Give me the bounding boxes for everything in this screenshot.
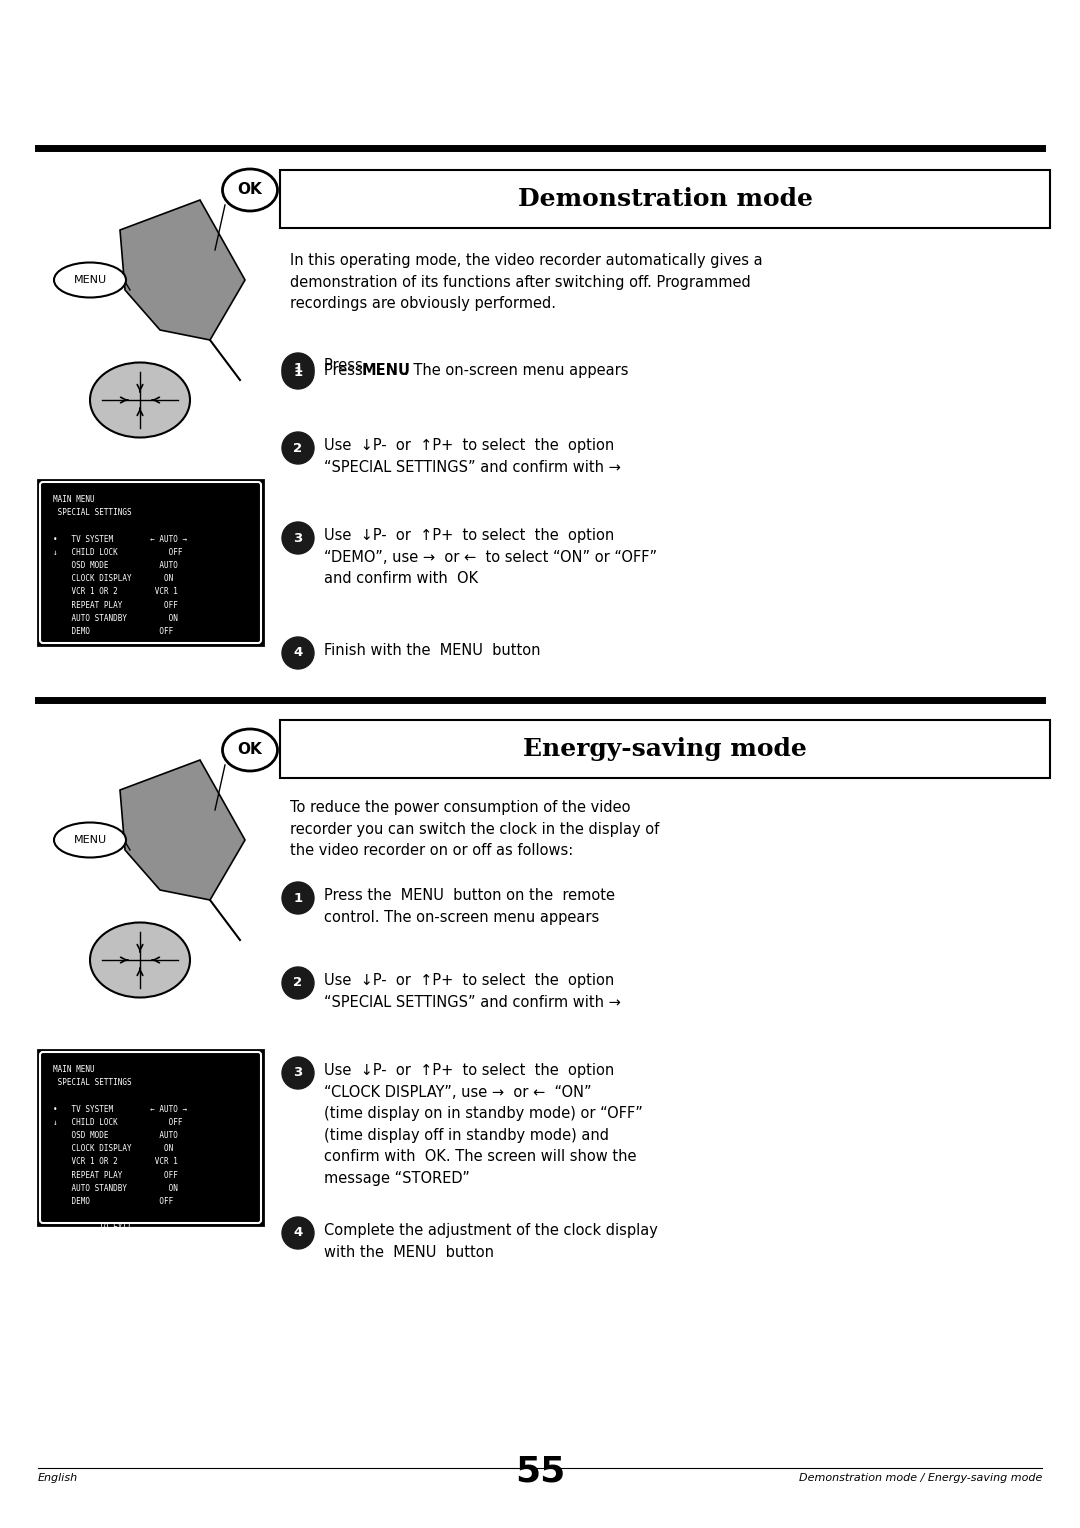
Circle shape bbox=[282, 967, 314, 999]
Circle shape bbox=[282, 353, 314, 385]
Text: Press: Press bbox=[324, 358, 367, 373]
Ellipse shape bbox=[222, 729, 278, 772]
Text: 3: 3 bbox=[294, 1067, 302, 1079]
Polygon shape bbox=[120, 200, 245, 341]
Text: 2: 2 bbox=[294, 976, 302, 990]
Text: Finish with the  MENU  button: Finish with the MENU button bbox=[324, 643, 540, 659]
Text: 4: 4 bbox=[294, 646, 302, 660]
Text: MAIN MENU
 SPECIAL SETTINGS

•   TV SYSTEM        ← AUTO →
↓   CHILD LOCK       : MAIN MENU SPECIAL SETTINGS • TV SYSTEM ←… bbox=[53, 1065, 187, 1245]
Text: Use  ↓P-  or  ↑P+  to select  the  option
“SPECIAL SETTINGS” and confirm with →: Use ↓P- or ↑P+ to select the option “SPE… bbox=[324, 973, 621, 1010]
Text: MENU: MENU bbox=[73, 275, 107, 286]
Text: MENU: MENU bbox=[73, 834, 107, 845]
Text: English: English bbox=[38, 1473, 78, 1484]
Text: OK: OK bbox=[238, 743, 262, 758]
Text: 55: 55 bbox=[515, 1455, 565, 1488]
Text: OK: OK bbox=[238, 182, 262, 197]
Text: Demonstration mode: Demonstration mode bbox=[517, 186, 812, 211]
Ellipse shape bbox=[54, 822, 126, 857]
Text: Press: Press bbox=[324, 364, 367, 377]
Ellipse shape bbox=[222, 170, 278, 211]
Bar bbox=[38, 480, 264, 645]
Ellipse shape bbox=[90, 923, 190, 998]
Ellipse shape bbox=[90, 362, 190, 437]
Text: MAIN MENU
 SPECIAL SETTINGS

•   TV SYSTEM        ← AUTO →
↓   CHILD LOCK       : MAIN MENU SPECIAL SETTINGS • TV SYSTEM ←… bbox=[53, 495, 187, 675]
Circle shape bbox=[282, 523, 314, 555]
Text: In this operating mode, the video recorder automatically gives a
demonstration o: In this operating mode, the video record… bbox=[291, 254, 762, 312]
Circle shape bbox=[282, 882, 314, 914]
Text: To reduce the power consumption of the video
recorder you can switch the clock i: To reduce the power consumption of the v… bbox=[291, 801, 659, 859]
FancyBboxPatch shape bbox=[40, 481, 261, 643]
Circle shape bbox=[282, 432, 314, 465]
Circle shape bbox=[282, 1057, 314, 1089]
Text: Press the  MENU  button on the  remote
control. The on-screen menu appears: Press the MENU button on the remote cont… bbox=[324, 888, 615, 924]
Polygon shape bbox=[120, 759, 245, 900]
Text: MENU: MENU bbox=[362, 364, 411, 377]
Text: Use  ↓P-  or  ↑P+  to select  the  option
“DEMO”, use →  or ←  to select “ON” or: Use ↓P- or ↑P+ to select the option “DEM… bbox=[324, 529, 657, 587]
Text: 1: 1 bbox=[294, 367, 302, 379]
Circle shape bbox=[282, 358, 314, 390]
Circle shape bbox=[282, 1216, 314, 1248]
Text: 1: 1 bbox=[294, 362, 302, 376]
Text: Demonstration mode / Energy-saving mode: Demonstration mode / Energy-saving mode bbox=[798, 1473, 1042, 1484]
Circle shape bbox=[282, 637, 314, 669]
Text: 2: 2 bbox=[294, 442, 302, 454]
Text: Use  ↓P-  or  ↑P+  to select  the  option
“SPECIAL SETTINGS” and confirm with →: Use ↓P- or ↑P+ to select the option “SPE… bbox=[324, 439, 621, 475]
Text: Complete the adjustment of the clock display
with the  MENU  button: Complete the adjustment of the clock dis… bbox=[324, 1222, 658, 1259]
FancyBboxPatch shape bbox=[40, 1051, 261, 1222]
Text: Use  ↓P-  or  ↑P+  to select  the  option
“CLOCK DISPLAY”, use →  or ←  “ON”
(ti: Use ↓P- or ↑P+ to select the option “CLO… bbox=[324, 1063, 643, 1186]
Text: Energy-saving mode: Energy-saving mode bbox=[523, 736, 807, 761]
Bar bbox=[38, 1050, 264, 1225]
Text: 1: 1 bbox=[294, 891, 302, 905]
Text: 3: 3 bbox=[294, 532, 302, 544]
Ellipse shape bbox=[54, 263, 126, 298]
Bar bbox=[280, 170, 1050, 228]
Text: 4: 4 bbox=[294, 1227, 302, 1239]
Text: . The on-screen menu appears: . The on-screen menu appears bbox=[404, 364, 629, 377]
Bar bbox=[280, 720, 1050, 778]
